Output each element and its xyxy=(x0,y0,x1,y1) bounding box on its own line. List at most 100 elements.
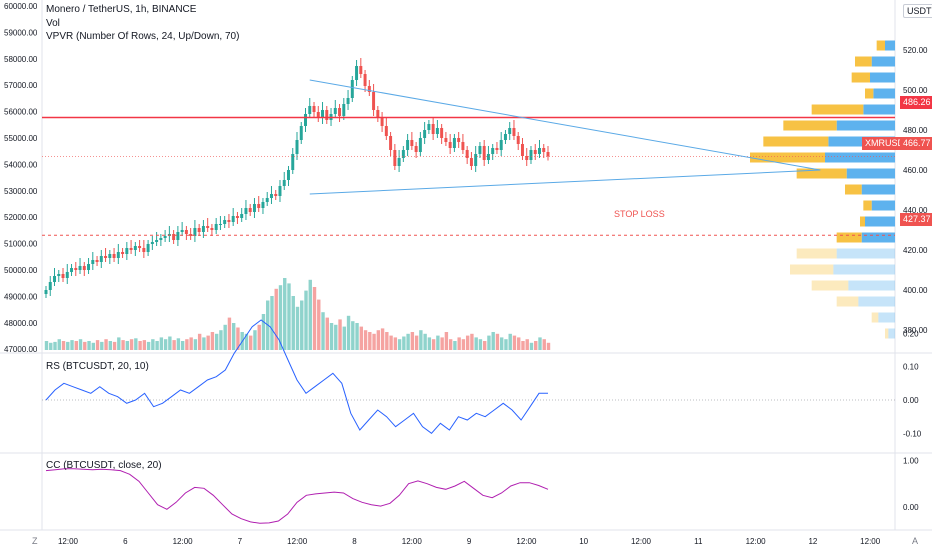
volume-bar xyxy=(444,332,449,350)
candle-body xyxy=(312,106,316,112)
left-axis-tick: 59000.00 xyxy=(4,28,38,37)
right-axis-tick: 440.00 xyxy=(903,206,928,215)
volume-bar xyxy=(359,326,364,350)
volume-bar xyxy=(346,315,351,350)
volume-bar xyxy=(321,312,325,350)
left-axis-tick: 48000.00 xyxy=(4,319,38,328)
volume-bar xyxy=(134,338,138,350)
volume-bar xyxy=(231,323,236,350)
volume-bar xyxy=(61,341,66,350)
volume-bar xyxy=(155,341,159,350)
vp-row-up xyxy=(888,328,895,339)
vp-row-up xyxy=(861,232,895,243)
volume-bar xyxy=(44,341,49,350)
cc-axis-tick: 1.00 xyxy=(903,456,919,465)
volume-bar xyxy=(108,341,113,350)
candle-body xyxy=(57,274,61,276)
candle-body xyxy=(474,154,478,166)
volume-bar xyxy=(189,337,193,350)
left-axis-tick: 57000.00 xyxy=(4,81,38,90)
candle-body xyxy=(146,244,150,252)
vp-row-up xyxy=(833,264,895,275)
left-axis-tick: 47000.00 xyxy=(4,345,38,354)
auto-scale-button[interactable]: A xyxy=(912,536,919,546)
candle-body xyxy=(423,130,427,138)
volume-bar xyxy=(214,333,219,350)
vp-row-down xyxy=(811,280,849,291)
candle-body xyxy=(82,266,86,270)
candle-body xyxy=(210,228,214,230)
candle-body xyxy=(104,256,108,258)
volume-bar xyxy=(342,326,346,350)
volume-bar xyxy=(83,341,87,350)
candle-body xyxy=(121,252,125,254)
candle-body xyxy=(308,106,312,114)
volume-bar xyxy=(70,340,74,350)
volume-bar xyxy=(457,337,461,350)
volume-bar xyxy=(517,337,521,350)
currency-button[interactable]: USDT xyxy=(903,4,932,18)
volume-bar xyxy=(168,336,172,350)
cc-legend: CC (BTCUSDT, close, 20) xyxy=(46,460,162,471)
candle-body xyxy=(206,226,210,228)
rs-pane xyxy=(42,319,895,434)
right-axis-tick: 420.00 xyxy=(903,246,928,255)
candle-body xyxy=(265,198,269,202)
volume-bar xyxy=(138,341,142,350)
volume-bar xyxy=(163,339,168,350)
candle-body xyxy=(359,66,363,74)
candle-body xyxy=(257,204,261,208)
candle-body xyxy=(316,112,320,118)
candle-body xyxy=(499,140,503,150)
candle-body xyxy=(397,158,401,166)
volume-legend: Vol xyxy=(46,18,60,29)
volume-bar xyxy=(278,285,283,350)
vp-row-down xyxy=(851,72,870,83)
volume-bar xyxy=(159,337,164,350)
volume-bar xyxy=(368,332,372,350)
vp-row-down xyxy=(865,88,874,99)
candle-body xyxy=(248,208,252,212)
symbol-title: Monero / TetherUS, 1h, BINANCE xyxy=(46,4,197,15)
volume-bar xyxy=(180,341,185,350)
volume-bars xyxy=(44,278,551,350)
volume-bar xyxy=(491,332,495,350)
volume-bar xyxy=(478,339,483,350)
candle-body xyxy=(201,226,205,232)
volume-bar xyxy=(227,317,232,350)
candle-body xyxy=(214,224,218,230)
volume-bar xyxy=(274,288,278,350)
volume-bar xyxy=(223,324,227,350)
vp-row-down xyxy=(796,248,837,259)
trend-lines[interactable] xyxy=(42,79,895,236)
candle-body xyxy=(282,180,286,186)
volume-bar xyxy=(202,337,206,350)
volume-bar xyxy=(112,341,117,350)
candle-body xyxy=(48,282,52,290)
candle-body xyxy=(448,142,452,148)
volume-bar xyxy=(66,341,70,350)
volume-profile xyxy=(750,40,895,339)
candle-body xyxy=(227,220,231,222)
volume-bar xyxy=(534,341,538,350)
candle-body xyxy=(244,208,248,214)
volume-bar xyxy=(542,339,546,350)
candles[interactable] xyxy=(44,58,550,298)
timezone-z-button[interactable]: Z xyxy=(32,536,38,546)
volume-bar xyxy=(129,339,134,350)
vp-row-down xyxy=(855,56,872,67)
volume-bar xyxy=(100,341,104,350)
candle-body xyxy=(380,118,384,126)
candle-body xyxy=(486,154,490,160)
volume-bar xyxy=(436,335,440,350)
volume-bar xyxy=(104,339,108,350)
candle-body xyxy=(525,156,529,160)
candle-body xyxy=(512,128,516,136)
vp-row-up xyxy=(863,104,895,115)
volume-bar xyxy=(304,290,308,350)
candle-body xyxy=(542,148,546,152)
vp-row-up xyxy=(848,280,895,291)
vp-row-down xyxy=(790,264,834,275)
candle-body xyxy=(129,248,133,250)
